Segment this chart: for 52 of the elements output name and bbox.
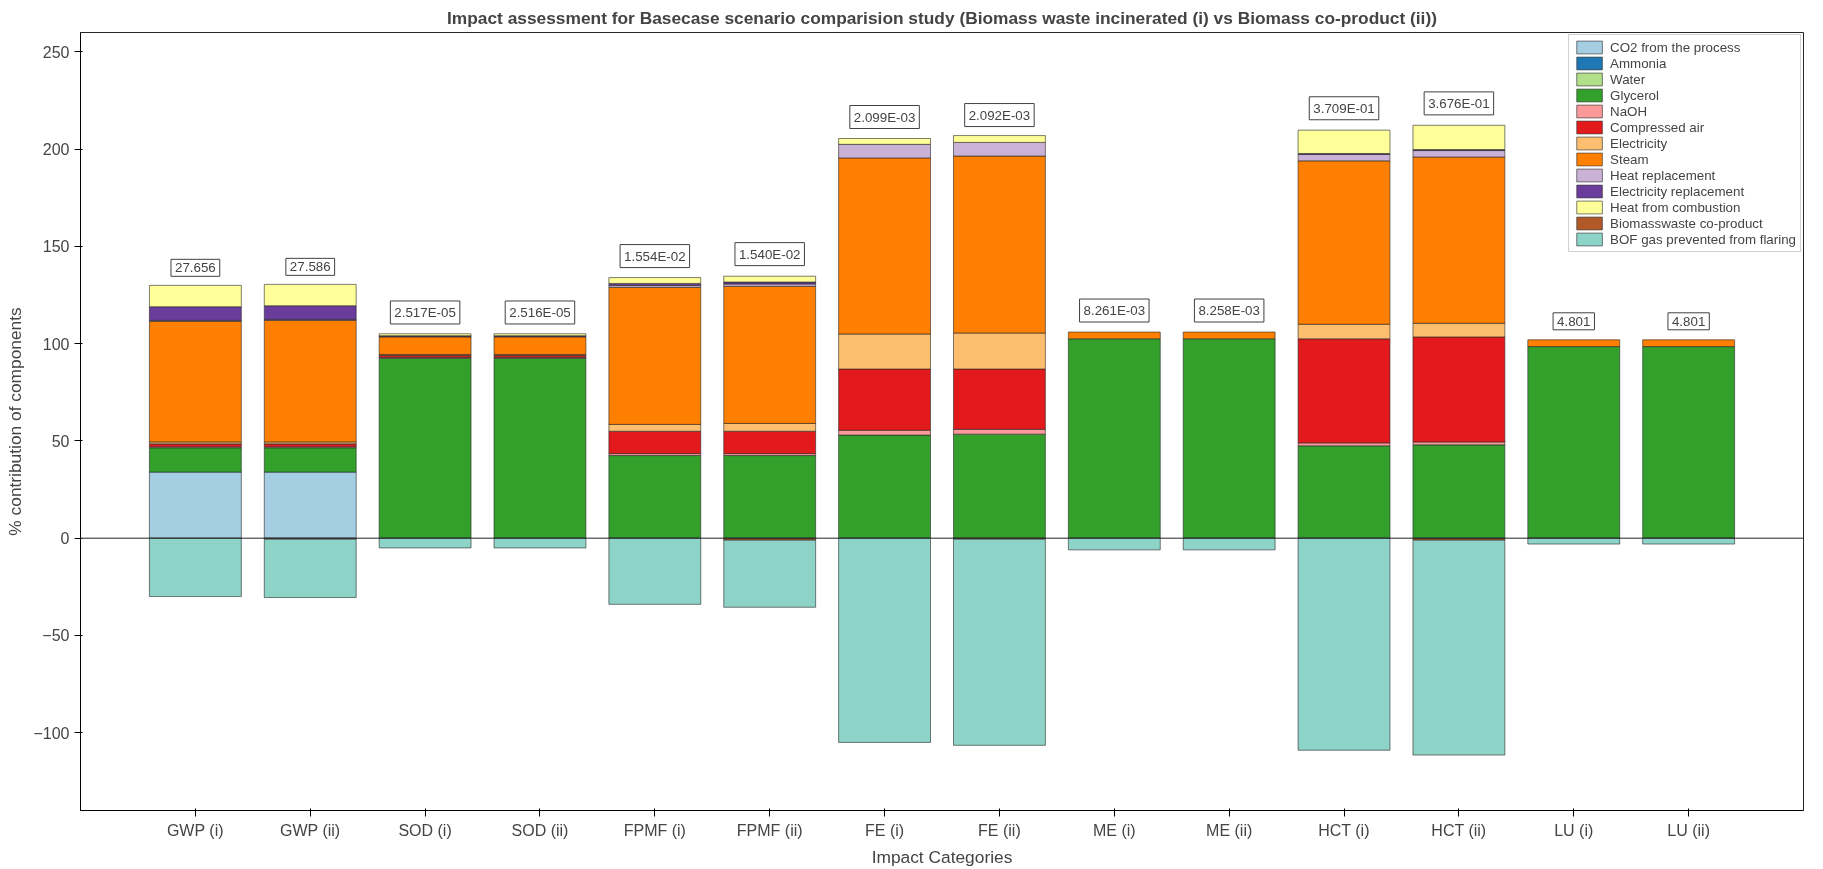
annotation: 8.258E-03 (1198, 303, 1260, 319)
x-tick-label: HCT (ii) (1431, 821, 1487, 839)
x-tick-label: HCT (i) (1318, 821, 1370, 839)
legend-label: Ammonia (1610, 55, 1667, 71)
x-tick-label: GWP (i) (166, 821, 224, 839)
y-tick-label: 0 (60, 530, 70, 548)
annotation: 1.540E-02 (738, 246, 801, 262)
chart-title: Impact assessment for Basecase scenario comparision study (Biomass waste incinerated (i) vs Biomass co-product (ii)) (447, 7, 1437, 28)
x-tick-label: FPMF (i) (623, 821, 686, 839)
x-axis-title: Impact Categories (871, 846, 1013, 867)
annotation: 2.099E-03 (853, 109, 916, 125)
x-tick-label: LU (ii) (1667, 821, 1710, 839)
annotation: 2.092E-03 (968, 107, 1031, 123)
annotation: 4.801 (1671, 313, 1706, 329)
annotation: 3.709E-01 (1313, 100, 1375, 116)
x-tick-label: ME (i) (1092, 821, 1136, 839)
legend-label: Biomasswaste co-product (1610, 215, 1763, 231)
legend-label: NaOH (1610, 103, 1648, 119)
legend-label: BOF gas prevented from flaring (1610, 231, 1796, 247)
annotation: 8.261E-03 (1083, 303, 1146, 319)
legend-label: Heat from combustion (1610, 199, 1741, 215)
legend-label: Water (1610, 71, 1646, 87)
legend-label: Steam (1610, 151, 1649, 167)
x-tick-label: ME (ii) (1206, 821, 1253, 839)
annotation: 2.517E-05 (394, 304, 456, 320)
y-tick-label: 50 (51, 432, 70, 450)
legend-label: Heat replacement (1610, 167, 1716, 183)
annotation: 27.586 (289, 259, 331, 275)
legend-label: Electricity replacement (1610, 183, 1745, 199)
y-tick-label: −50 (42, 627, 70, 645)
y-tick-label: 200 (42, 141, 70, 159)
x-tick-label: FE (i) (865, 821, 905, 839)
x-tick-label: FPMF (ii) (736, 821, 803, 839)
x-tick-label: FE (ii) (978, 821, 1021, 839)
y-tick-label: 100 (42, 335, 70, 353)
annotation: 3.676E-01 (1428, 95, 1490, 111)
annotation: 4.801 (1557, 313, 1591, 329)
x-tick-label: GWP (ii) (280, 821, 341, 839)
annotation: 2.516E-05 (509, 304, 571, 320)
y-tick-label: 150 (42, 238, 70, 256)
annotation: 27.656 (174, 260, 216, 276)
y-tick-label: 250 (42, 43, 70, 61)
x-tick-label: LU (i) (1554, 821, 1594, 839)
x-tick-label: SOD (i) (398, 821, 452, 839)
y-tick-label: −100 (33, 724, 70, 742)
annotation: 1.554E-02 (624, 248, 686, 264)
legend-label: CO2 from the process (1610, 39, 1741, 55)
legend-label: Compressed air (1610, 119, 1705, 135)
legend-label: Electricity (1610, 135, 1668, 151)
x-tick-label: SOD (ii) (511, 821, 569, 839)
y-axis-title: % contribution of components (5, 307, 26, 536)
legend-label: Glycerol (1610, 87, 1659, 103)
